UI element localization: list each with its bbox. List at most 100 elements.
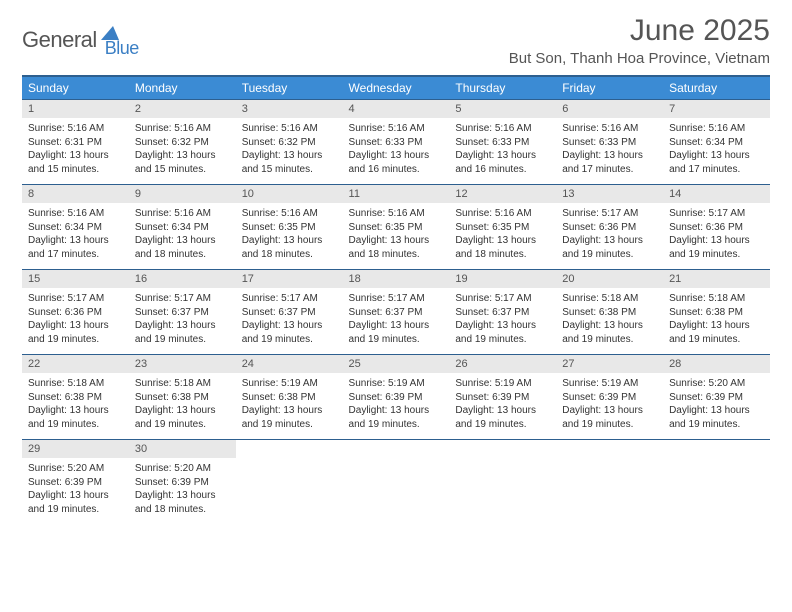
sunset-line: Sunset: 6:35 PM <box>455 221 550 235</box>
sunrise-line: Sunrise: 5:16 AM <box>242 207 337 221</box>
header: General Blue June 2025 But Son, Thanh Ho… <box>22 14 770 67</box>
sunset-line: Sunset: 6:38 PM <box>135 391 230 405</box>
daylight-line: Daylight: 13 hours and 15 minutes. <box>135 149 230 176</box>
calendar-table: Sunday Monday Tuesday Wednesday Thursday… <box>22 75 770 524</box>
day-body-row: Sunrise: 5:16 AM Sunset: 6:31 PM Daylight:… <box>22 118 770 185</box>
sunrise-line: Sunrise: 5:18 AM <box>135 377 230 391</box>
daylight-line: Daylight: 13 hours and 19 minutes. <box>135 404 230 431</box>
sunset-line: Sunset: 6:39 PM <box>455 391 550 405</box>
day-body-cell: Sunrise: 5:17 AMSunset: 6:36 PMDaylight:… <box>663 203 770 270</box>
daylight-line: Daylight: 13 hours and 19 minutes. <box>349 319 444 346</box>
day-body-cell: Sunrise: 5:19 AMSunset: 6:38 PMDaylight:… <box>236 373 343 440</box>
day-body-cell: Sunrise: 5:17 AMSunset: 6:36 PMDaylight:… <box>22 288 129 355</box>
day-body-cell: Sunrise: 5:17 AMSunset: 6:36 PMDaylight:… <box>556 203 663 270</box>
day-number-row: 15161718192021 <box>22 270 770 289</box>
day-number-cell: 24 <box>236 355 343 374</box>
day-body-cell <box>556 458 663 524</box>
sunrise-line: Sunrise: 5:16 AM <box>349 122 444 136</box>
day-body-row: Sunrise: 5:17 AM Sunset: 6:36 PM Daylight:… <box>22 288 770 355</box>
page-subtitle: But Son, Thanh Hoa Province, Vietnam <box>509 50 770 67</box>
day-number-cell: 29 <box>22 440 129 459</box>
sunrise-line: Sunrise: 5:19 AM <box>242 377 337 391</box>
daylight-line: Daylight: 13 hours and 19 minutes. <box>242 319 337 346</box>
sunset-line: Sunset: 6:32 PM <box>135 136 230 150</box>
day-number-cell: 28 <box>663 355 770 374</box>
sunrise-line: Sunrise: 5:16 AM <box>28 207 123 221</box>
day-body-cell: Sunrise: 5:17 AMSunset: 6:37 PMDaylight:… <box>343 288 450 355</box>
day-number-cell: 3 <box>236 100 343 119</box>
day-header-row: Sunday Monday Tuesday Wednesday Thursday… <box>22 76 770 100</box>
day-header: Friday <box>556 76 663 100</box>
sunrise-line: Sunrise: 5:16 AM <box>242 122 337 136</box>
sunset-line: Sunset: 6:39 PM <box>669 391 764 405</box>
day-number-cell: 9 <box>129 185 236 204</box>
day-number-cell: 14 <box>663 185 770 204</box>
title-block: June 2025 But Son, Thanh Hoa Province, V… <box>509 14 770 67</box>
day-number-cell: 13 <box>556 185 663 204</box>
daylight-line: Daylight: 13 hours and 19 minutes. <box>28 489 123 516</box>
sunset-line: Sunset: 6:36 PM <box>28 306 123 320</box>
daylight-line: Daylight: 13 hours and 17 minutes. <box>669 149 764 176</box>
daylight-line: Daylight: 13 hours and 18 minutes. <box>349 234 444 261</box>
day-header: Tuesday <box>236 76 343 100</box>
sunrise-line: Sunrise: 5:20 AM <box>135 462 230 476</box>
day-body-cell: Sunrise: 5:16 AMSunset: 6:35 PMDaylight:… <box>236 203 343 270</box>
day-body-cell: Sunrise: 5:16 AMSunset: 6:35 PMDaylight:… <box>449 203 556 270</box>
day-number-cell: 17 <box>236 270 343 289</box>
day-number-cell: 18 <box>343 270 450 289</box>
sunset-line: Sunset: 6:33 PM <box>349 136 444 150</box>
day-number-row: 2930 <box>22 440 770 459</box>
sunset-line: Sunset: 6:34 PM <box>669 136 764 150</box>
sunset-line: Sunset: 6:38 PM <box>242 391 337 405</box>
daylight-line: Daylight: 13 hours and 16 minutes. <box>349 149 444 176</box>
day-number-cell: 4 <box>343 100 450 119</box>
day-number-cell: 5 <box>449 100 556 119</box>
day-body-cell: Sunrise: 5:16 AMSunset: 6:32 PMDaylight:… <box>129 118 236 185</box>
day-body-cell <box>449 458 556 524</box>
daylight-line: Daylight: 13 hours and 18 minutes. <box>455 234 550 261</box>
sunrise-line: Sunrise: 5:19 AM <box>562 377 657 391</box>
day-body-cell: Sunrise: 5:16 AMSunset: 6:33 PMDaylight:… <box>343 118 450 185</box>
day-body-cell: Sunrise: 5:16 AMSunset: 6:34 PMDaylight:… <box>22 203 129 270</box>
daylight-line: Daylight: 13 hours and 19 minutes. <box>562 319 657 346</box>
day-number-cell: 23 <box>129 355 236 374</box>
day-number-cell: 21 <box>663 270 770 289</box>
daylight-line: Daylight: 13 hours and 15 minutes. <box>242 149 337 176</box>
daylight-line: Daylight: 13 hours and 16 minutes. <box>455 149 550 176</box>
sunset-line: Sunset: 6:37 PM <box>242 306 337 320</box>
sunrise-line: Sunrise: 5:17 AM <box>349 292 444 306</box>
day-header: Sunday <box>22 76 129 100</box>
day-number-row: 22232425262728 <box>22 355 770 374</box>
sunset-line: Sunset: 6:39 PM <box>28 476 123 490</box>
day-body-cell: Sunrise: 5:20 AMSunset: 6:39 PMDaylight:… <box>22 458 129 524</box>
day-number-cell <box>556 440 663 459</box>
daylight-line: Daylight: 13 hours and 19 minutes. <box>669 404 764 431</box>
day-body-cell: Sunrise: 5:16 AMSunset: 6:31 PMDaylight:… <box>22 118 129 185</box>
day-body-row: Sunrise: 5:18 AMSunset: 6:38 PMDaylight:… <box>22 373 770 440</box>
sunrise-line: Sunrise: 5:18 AM <box>669 292 764 306</box>
daylight-line: Daylight: 13 hours and 19 minutes. <box>349 404 444 431</box>
page-title: June 2025 <box>509 14 770 48</box>
day-number-cell: 19 <box>449 270 556 289</box>
sunset-line: Sunset: 6:31 PM <box>28 136 123 150</box>
sunset-line: Sunset: 6:39 PM <box>562 391 657 405</box>
day-body-cell: Sunrise: 5:19 AMSunset: 6:39 PMDaylight:… <box>556 373 663 440</box>
day-header: Thursday <box>449 76 556 100</box>
logo-text-blue: Blue <box>105 38 139 59</box>
sunrise-line: Sunrise: 5:17 AM <box>669 207 764 221</box>
daylight-line: Daylight: 13 hours and 19 minutes. <box>455 319 550 346</box>
daylight-line: Daylight: 13 hours and 19 minutes. <box>669 319 764 346</box>
day-number-cell: 16 <box>129 270 236 289</box>
day-body-cell: Sunrise: 5:18 AMSunset: 6:38 PMDaylight:… <box>663 288 770 355</box>
daylight-line: Daylight: 13 hours and 19 minutes. <box>562 404 657 431</box>
sunrise-line: Sunrise: 5:16 AM <box>135 122 230 136</box>
daylight-line: Daylight: 13 hours and 18 minutes. <box>135 234 230 261</box>
day-number-cell: 11 <box>343 185 450 204</box>
day-number-cell <box>449 440 556 459</box>
sunrise-line: Sunrise: 5:19 AM <box>349 377 444 391</box>
sunset-line: Sunset: 6:36 PM <box>562 221 657 235</box>
sunset-line: Sunset: 6:32 PM <box>242 136 337 150</box>
day-body-cell <box>663 458 770 524</box>
daylight-line: Daylight: 13 hours and 19 minutes. <box>669 234 764 261</box>
sunrise-line: Sunrise: 5:20 AM <box>669 377 764 391</box>
